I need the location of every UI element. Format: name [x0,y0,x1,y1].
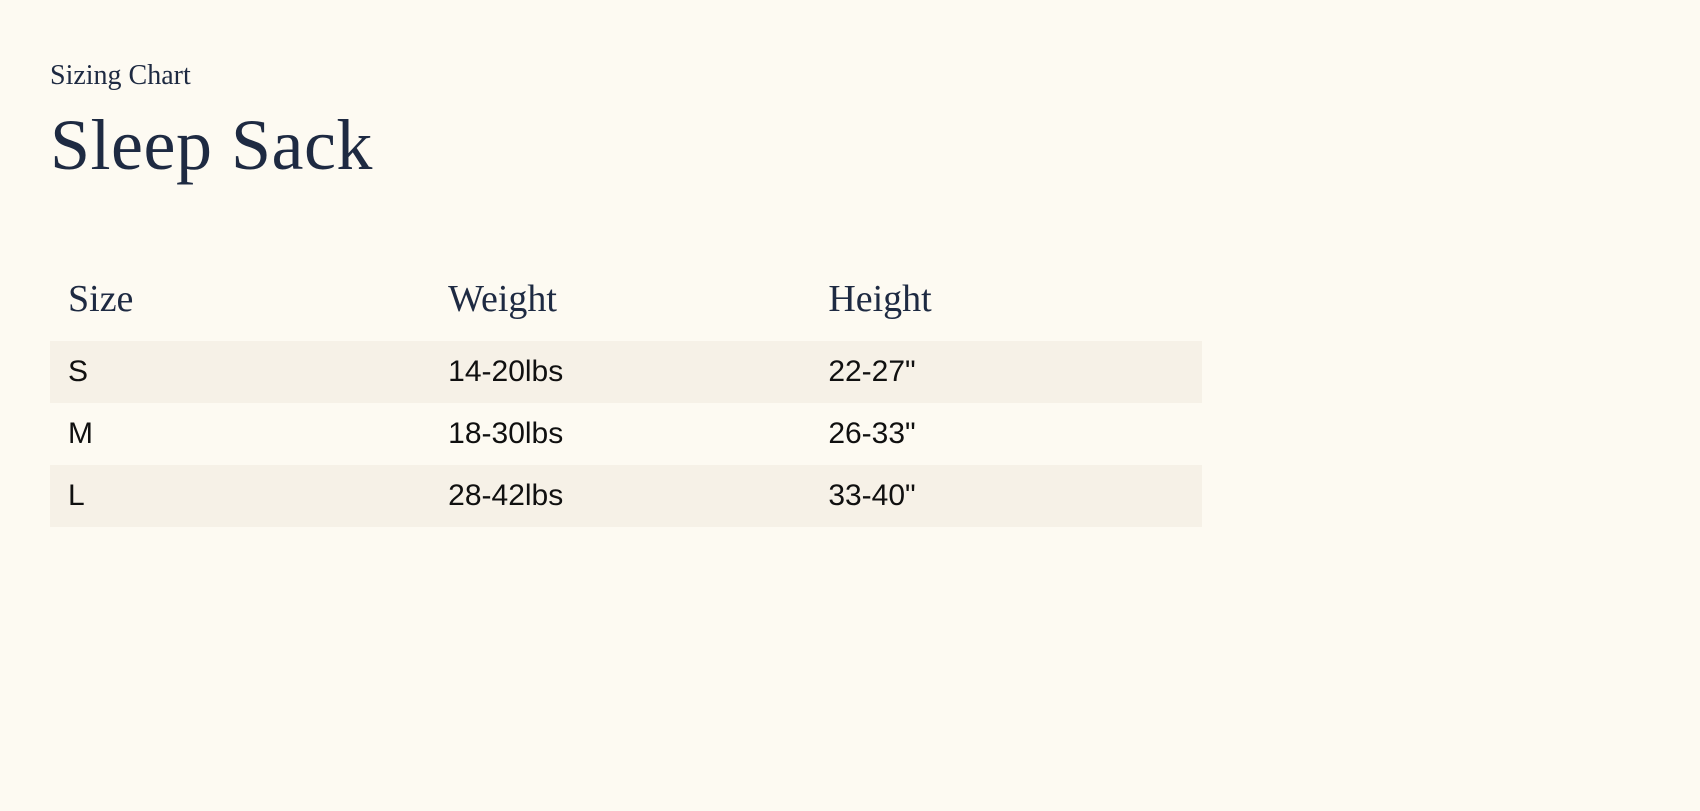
cell-height: 22-27" [810,341,1202,403]
eyebrow-label: Sizing Chart [50,60,1650,92]
cell-weight: 14-20lbs [430,341,810,403]
cell-size: M [50,403,430,465]
cell-height: 33-40" [810,465,1202,527]
cell-size: S [50,341,430,403]
cell-size: L [50,465,430,527]
sizing-table: Size Weight Height S 14-20lbs 22-27" M 1… [50,267,1202,527]
page-title: Sleep Sack [50,104,1650,187]
col-header-size: Size [50,267,430,341]
table-header-row: Size Weight Height [50,267,1202,341]
cell-height: 26-33" [810,403,1202,465]
page-container: Sizing Chart Sleep Sack Size Weight Heig… [0,0,1700,527]
table-row: M 18-30lbs 26-33" [50,403,1202,465]
table-row: S 14-20lbs 22-27" [50,341,1202,403]
col-header-height: Height [810,267,1202,341]
col-header-weight: Weight [430,267,810,341]
table-row: L 28-42lbs 33-40" [50,465,1202,527]
cell-weight: 28-42lbs [430,465,810,527]
cell-weight: 18-30lbs [430,403,810,465]
